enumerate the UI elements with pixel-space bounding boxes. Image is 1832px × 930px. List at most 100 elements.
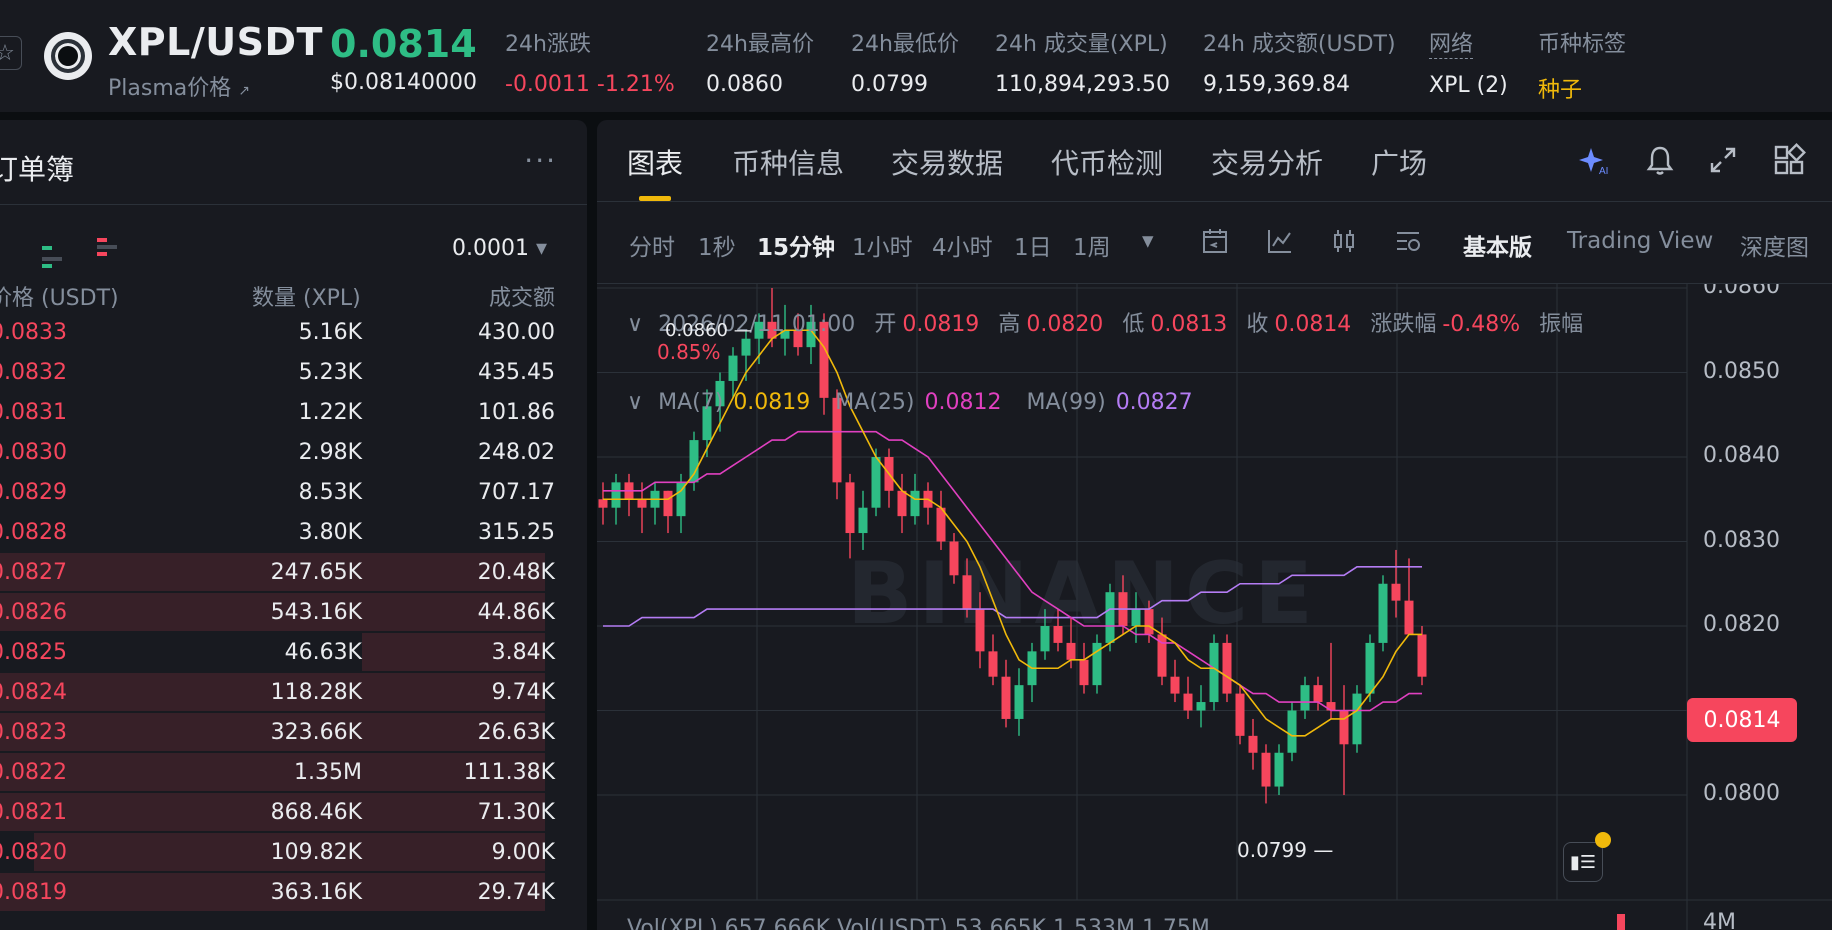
depth-bar [0,593,545,631]
interval-1h[interactable]: 1小时 [852,235,913,261]
settings-lines-icon[interactable] [1393,226,1423,256]
stat-network[interactable]: 网络 XPL (2) [1429,26,1508,98]
candle-body [702,406,712,441]
candle-body [728,355,738,381]
candle-body [598,499,608,508]
orderbook-row[interactable]: 0.0821 868.46K 71.30K [0,792,587,832]
tab-coin-info[interactable]: 币种信息 [732,147,845,180]
orderbook-bids-icon[interactable] [42,238,66,268]
interval-1d[interactable]: 1日 [1014,235,1052,261]
price-axis-label: 0.0830 [1703,527,1780,553]
depth-bar [0,713,545,751]
orderbook-row[interactable]: 0.0833 5.16K 430.00 [0,312,587,352]
candle-body [1391,583,1401,601]
more-options-icon[interactable]: ··· [524,144,557,177]
row-total: 9.00K [491,840,555,865]
row-price: 0.0822 [0,760,67,785]
mode-basic[interactable]: 基本版 [1463,235,1532,261]
volume-legend: Vol(XPL) 657.666K Vol(USDT) 53.665K 1.53… [627,916,1210,930]
orderbook-panel: 订单簿 ··· 0.0001 ▾ 价格 (USDT) 数量 (XPL) 成交额 … [0,120,587,930]
indicator-icon[interactable] [1265,226,1295,256]
header-total: 成交额 [488,286,555,311]
candle-body [637,499,647,508]
interval-1s[interactable]: 1秒 [698,235,736,261]
row-qty: 1.35M [294,760,362,785]
volume-bar [1617,914,1625,930]
candle-body [715,380,725,407]
candle-body [1079,659,1089,686]
expand-icon[interactable] [1705,142,1741,178]
row-price: 0.0821 [0,800,67,825]
mode-depth[interactable]: 深度图 [1740,235,1809,261]
candle-body [1417,634,1427,677]
bell-icon[interactable] [1642,142,1678,178]
candle-body [1144,609,1154,635]
ma25-line [603,430,1422,712]
candle-body [936,507,946,542]
orderbook-row[interactable]: 0.0823 323.66K 26.63K [0,712,587,752]
stat-24h-low: 24h最低价 0.0799 [851,32,959,97]
tab-chart[interactable]: 图表 [627,147,684,180]
interval-line[interactable]: 分时 [629,235,675,261]
candle-body [949,541,959,576]
row-price: 0.0828 [0,520,67,545]
interval-more-caret-icon[interactable]: ▾ [1142,228,1154,254]
candlestick-chart[interactable] [597,284,1832,930]
row-total: 101.86 [478,400,555,425]
interval-4h[interactable]: 4小时 [932,235,993,261]
active-tab-indicator [639,196,671,201]
candle-body [1014,685,1024,719]
orderbook-asks-icon[interactable] [97,238,121,262]
candle-body [988,651,998,677]
candle-body [975,609,985,652]
tab-trading-data[interactable]: 交易数据 [891,147,1004,180]
candle-style-icon[interactable] [1329,226,1359,256]
orderbook-row[interactable]: 0.0830 2.98K 248.02 [0,432,587,472]
candle-body [910,490,920,517]
row-total: 44.86K [477,600,555,625]
candle-body [871,457,881,508]
orderbook-row[interactable]: 0.0826 543.16K 44.86K [0,592,587,632]
ai-sparkle-icon[interactable]: AI [1577,142,1613,178]
tab-token-check[interactable]: 代币检测 [1051,147,1164,180]
candle-body [1300,685,1310,711]
chart-area[interactable]: BINANCE ∨ 2026/02/11 01:00 开 0.0819 高 0.08… [597,284,1832,930]
orderbook-row[interactable]: 0.0828 3.80K 315.25 [0,512,587,552]
precision-select[interactable]: 0.0001 ▾ [451,236,547,261]
pair-name[interactable]: XPL/USDT [108,20,323,64]
collapse-chevron-icon[interactable]: ∨ [627,312,644,337]
calendar-icon[interactable] [1200,226,1230,256]
orderbook-both-icon[interactable] [0,238,8,262]
candle-body [1170,676,1180,694]
row-price: 0.0832 [0,360,67,385]
ma-collapse-chevron-icon[interactable]: ∨ [627,390,644,415]
orderbook-row[interactable]: 0.0832 5.23K 435.45 [0,352,587,392]
high-marker-label: 0.0860 — [665,320,752,341]
orderbook-row[interactable]: 0.0824 118.28K 9.74K [0,672,587,712]
orderbook-row[interactable]: 0.0829 8.53K 707.17 [0,472,587,512]
tab-trade-analysis[interactable]: 交易分析 [1211,147,1324,180]
orderbook-row[interactable]: 0.0820 109.82K 9.00K [0,832,587,872]
layout-grid-icon[interactable] [1771,142,1807,178]
candle-body [1105,592,1115,643]
order-float-button[interactable]: ▮☰ [1563,842,1603,882]
orderbook-row[interactable]: 0.0825 46.63K 3.84K [0,632,587,672]
candle-body [806,321,816,348]
orderbook-row[interactable]: 0.0831 1.22K 101.86 [0,392,587,432]
interval-1w[interactable]: 1周 [1073,235,1111,261]
last-price-usd: $0.08140000 [330,70,477,95]
pair-subtitle-link[interactable]: Plasma价格 ↗ [108,76,250,101]
row-total: 26.63K [477,720,555,745]
orderbook-row[interactable]: 0.0827 247.65K 20.48K [0,552,587,592]
caret-down-icon: ▾ [535,236,547,261]
orderbook-row[interactable]: 0.0822 1.35M 111.38K [0,752,587,792]
row-qty: 5.23K [298,360,362,385]
ma-legend: ∨ MA(7) 0.0819 MA(25) 0.0812 MA(99) 0.0827 [627,390,1193,415]
favorite-star-icon[interactable]: ☆ [0,36,22,70]
row-qty: 8.53K [298,480,362,505]
svg-text:AI: AI [1599,166,1608,177]
mode-tradingview[interactable]: Trading View [1567,228,1714,254]
interval-15m[interactable]: 15分钟 [757,235,836,261]
orderbook-row[interactable]: 0.0819 363.16K 29.74K [0,872,587,912]
tab-square[interactable]: 广场 [1371,147,1428,180]
